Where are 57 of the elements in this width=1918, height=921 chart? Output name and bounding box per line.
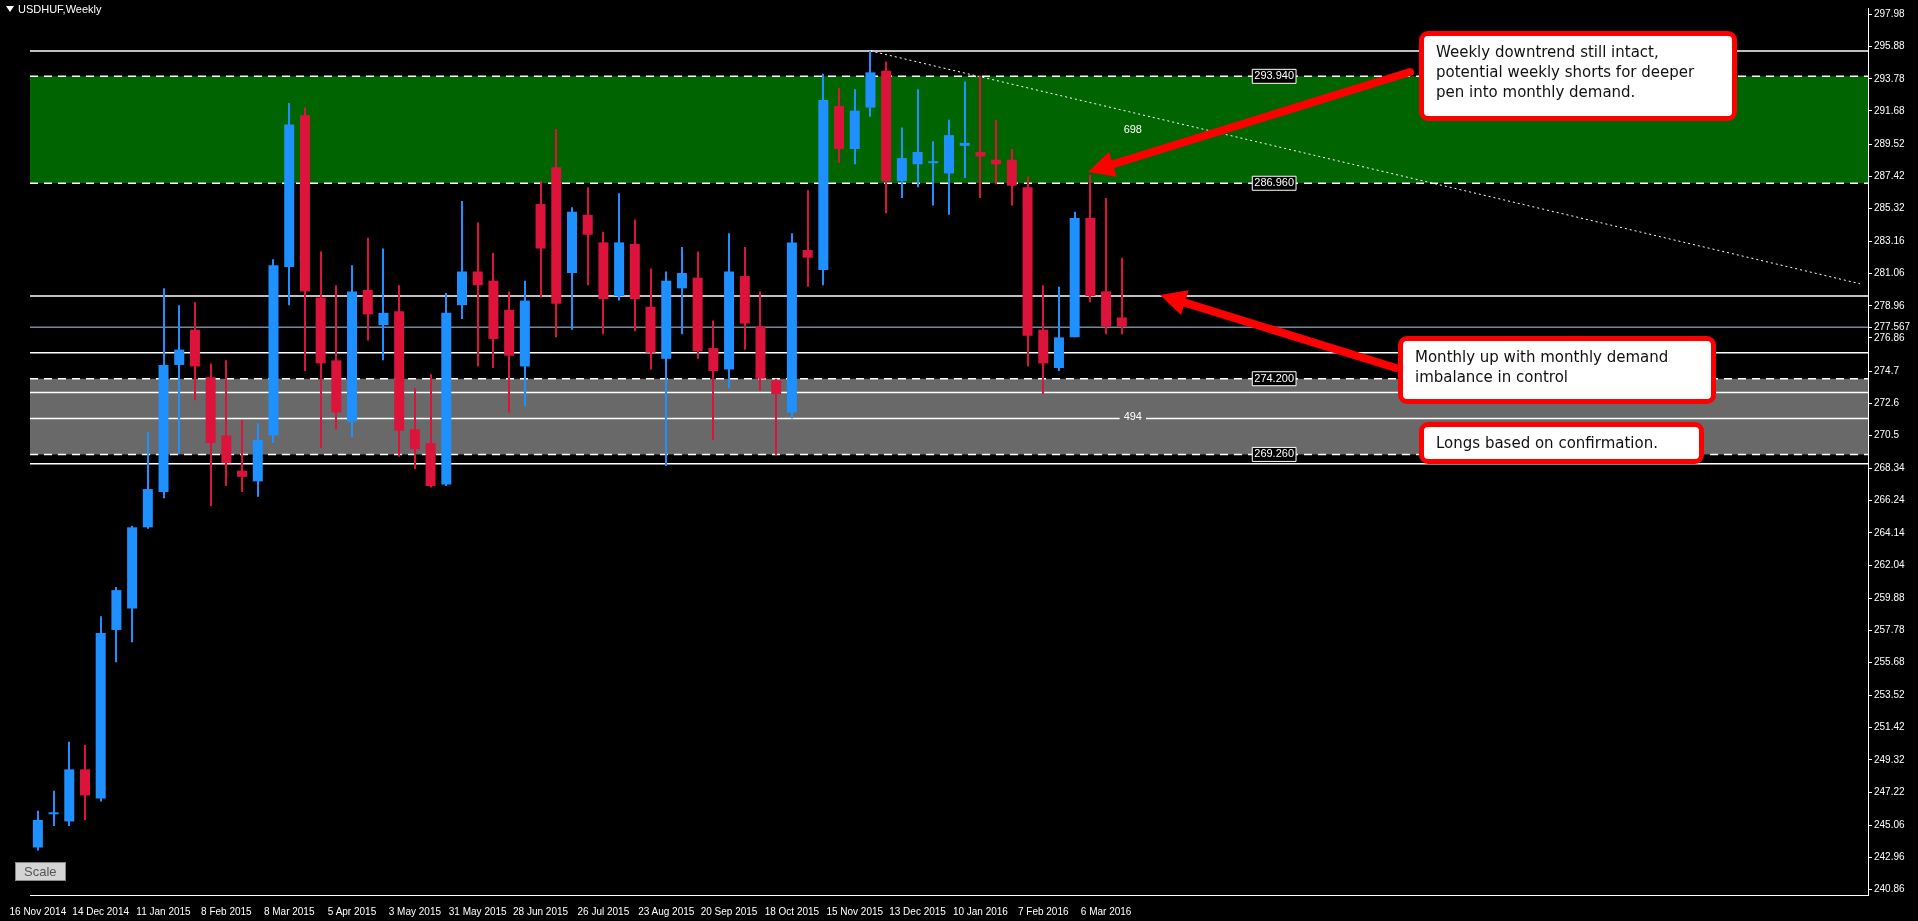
y-tick-label: 295.88 [1874,40,1906,52]
y-tick-label: 247.22 [1874,785,1906,797]
band-label: 494 [1123,409,1142,422]
y-tick-label: 281.06 [1874,267,1906,279]
x-tick-label: 8 Feb 2015 [201,905,253,917]
y-tick-label: 277.567 [1874,320,1911,332]
y-tick-label: 283.16 [1874,235,1906,247]
y-tick-label: 259.88 [1874,591,1906,603]
y-tick-label: 287.42 [1874,169,1906,181]
x-tick-label: 13 Dec 2015 [889,905,947,917]
ref-line-label: 274.200 [1254,371,1295,384]
y-tick-label: 245.06 [1874,818,1906,830]
x-tick-label: 3 May 2015 [388,905,442,917]
x-tick-label: 11 Jan 2015 [136,905,192,917]
x-tick-label: 16 Nov 2014 [9,905,67,917]
y-tick-label: 240.86 [1874,883,1906,895]
y-tick-label: 272.6 [1874,396,1900,408]
y-tick-label: 242.96 [1874,851,1906,863]
x-tick-label: 20 Sep 2015 [700,905,758,917]
y-tick-label: 268.34 [1874,462,1906,474]
y-tick-label: 255.68 [1874,656,1906,668]
y-tick-label: 266.24 [1874,494,1906,506]
x-tick-label: 14 Dec 2014 [72,905,130,917]
y-tick-label: 293.78 [1874,72,1906,84]
x-tick-label: 23 Aug 2015 [638,905,695,917]
y-tick-label: 289.52 [1874,137,1906,149]
ref-line-label: 286.960 [1254,176,1295,189]
x-tick-label: 6 Mar 2016 [1080,905,1132,917]
y-tick-label: 270.5 [1874,429,1900,441]
y-tick-label: 285.32 [1874,202,1906,214]
callout: Longs based on confirmation. [1419,422,1704,464]
x-tick-label: 7 Feb 2016 [1017,905,1069,917]
x-tick-label: 8 Mar 2015 [263,905,315,917]
band-label: 698 [1123,122,1142,135]
y-tick-label: 262.04 [1874,558,1906,570]
x-tick-label: 28 Jun 2015 [513,905,569,917]
y-tick-label: 274.7 [1874,364,1900,376]
y-tick-label: 251.42 [1874,721,1906,733]
y-tick-label: 276.86 [1874,331,1906,343]
x-tick-label: 18 Oct 2015 [764,905,820,917]
y-tick-label: 278.96 [1874,299,1906,311]
x-tick-label: 5 Apr 2015 [327,905,377,917]
y-tick-label: 249.32 [1874,753,1906,765]
chart-title: USDHUF,Weekly [18,3,102,15]
y-tick-label: 257.78 [1874,624,1906,636]
ref-line-label: 269.260 [1254,447,1295,460]
y-tick-label: 291.68 [1874,104,1906,116]
callout: Weekly downtrend still intact, potential weekly shorts for deeper pen into monthly demand. [1419,31,1737,121]
y-tick-label: 264.14 [1874,526,1906,538]
callout: Monthly up with monthly demand imbalance in control [1398,336,1716,404]
x-tick-label: 10 Jan 2016 [952,905,1009,917]
ref-line-label: 293.940 [1254,69,1295,82]
x-tick-label: 26 Jul 2015 [577,905,630,917]
x-tick-label: 31 May 2015 [448,905,508,917]
y-tick-label: 253.52 [1874,689,1906,701]
y-tick-label: 297.98 [1874,8,1906,20]
x-tick-label: 15 Nov 2015 [826,905,884,917]
